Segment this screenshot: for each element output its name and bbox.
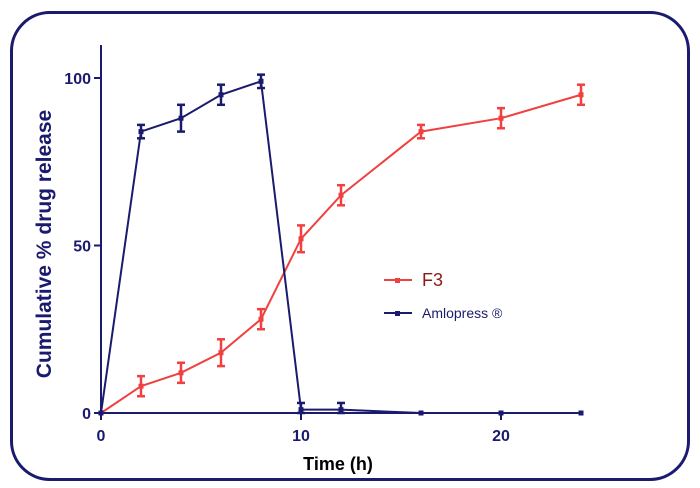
- data-point-amlopress: [298, 407, 304, 413]
- data-point-amlopress: [418, 410, 424, 416]
- data-point-f3: [418, 129, 424, 135]
- data-point-amlopress: [98, 410, 104, 416]
- x-axis-label: Time (h): [303, 454, 373, 474]
- legend-label-amlopress: Amlopress ®: [422, 305, 503, 321]
- legend: F3 Amlopress ®: [384, 270, 503, 321]
- axes: [100, 45, 582, 414]
- legend-marker-f3: [395, 278, 400, 283]
- legend-marker-amlopress: [395, 311, 400, 316]
- x-tick-label: 0: [97, 428, 106, 445]
- data-point-amlopress: [338, 407, 344, 413]
- y-axis-label: Cumulative % drug release: [33, 110, 56, 378]
- data-point-f3: [338, 192, 344, 198]
- data-point-amlopress: [218, 92, 224, 98]
- y-tick-label: 100: [64, 71, 91, 88]
- series-line-amlopress: [100, 80, 581, 414]
- series-amlopress: [98, 73, 584, 416]
- data-point-f3: [298, 236, 304, 242]
- data-point-amlopress: [178, 115, 184, 121]
- y-tick-label: 0: [82, 406, 91, 423]
- x-tick-label: 10: [292, 428, 310, 445]
- series-line-f3: [100, 93, 582, 414]
- series-f3: [98, 83, 585, 416]
- series-layer: [98, 73, 585, 416]
- chart-frame: [10, 11, 690, 481]
- data-point-f3: [178, 370, 184, 376]
- data-point-f3: [218, 350, 224, 356]
- data-point-f3: [258, 316, 264, 322]
- legend-label-f3: F3: [422, 270, 443, 290]
- data-point-amlopress: [578, 410, 584, 416]
- data-point-amlopress: [498, 410, 504, 416]
- data-point-amlopress: [258, 78, 264, 84]
- data-point-amlopress: [138, 129, 144, 135]
- data-point-f3: [578, 92, 584, 98]
- y-tick-label: 50: [73, 239, 91, 256]
- data-point-f3: [498, 115, 504, 121]
- data-point-f3: [138, 383, 144, 389]
- x-tick-label: 20: [492, 428, 510, 445]
- ticks: 0 50 100 0 10 20: [64, 71, 510, 445]
